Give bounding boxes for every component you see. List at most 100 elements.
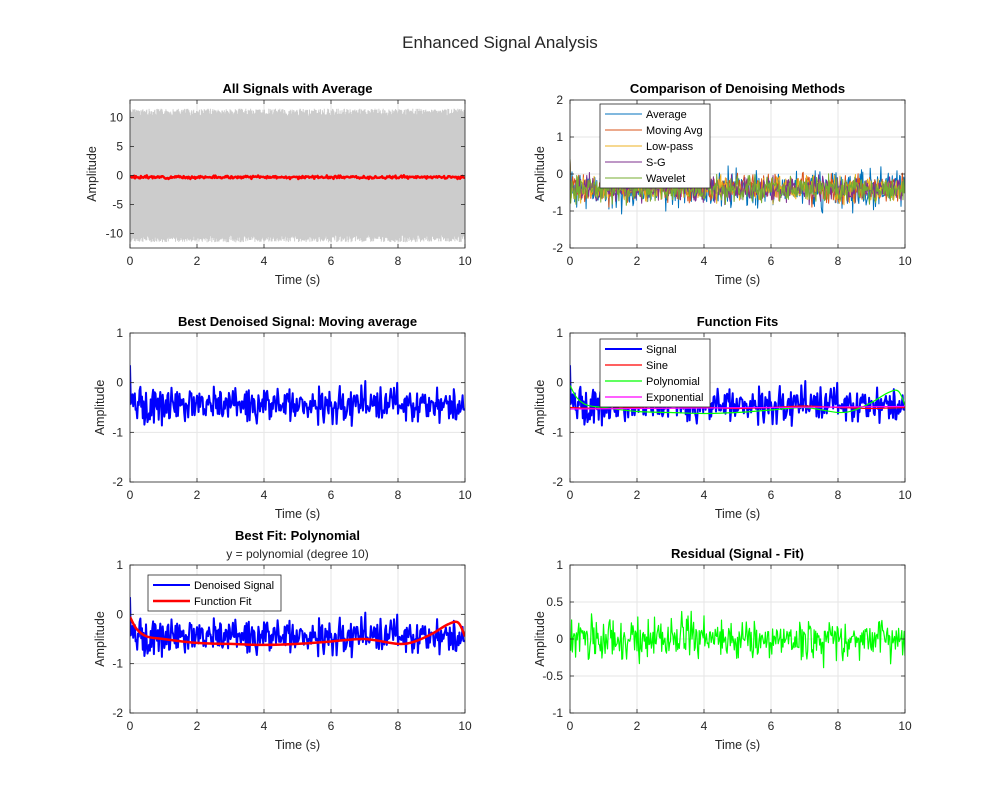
x-tick-label: 4 bbox=[261, 254, 268, 268]
x-axis-label: Time (s) bbox=[715, 273, 760, 287]
y-axis-label: Amplitude bbox=[533, 611, 547, 667]
y-tick-label: 0 bbox=[116, 376, 123, 390]
y-tick-label: -1 bbox=[112, 425, 123, 439]
legend-entry-label: Wavelet bbox=[646, 173, 685, 185]
x-tick-label: 10 bbox=[458, 719, 472, 733]
series-group bbox=[130, 365, 465, 427]
legend[interactable]: Average Moving Avg Low-pass S-G Wavelet bbox=[599, 103, 711, 189]
y-tick-label: -1 bbox=[112, 657, 123, 671]
y-tick-label: -2 bbox=[112, 475, 123, 489]
figure-title: Enhanced Signal Analysis bbox=[402, 33, 598, 52]
series-denoised-signal-line bbox=[130, 597, 465, 659]
x-tick-label: 6 bbox=[328, 719, 335, 733]
chart-title: Best Denoised Signal: Moving average bbox=[178, 314, 417, 329]
y-tick-label: 0 bbox=[556, 632, 563, 646]
x-tick-label: 10 bbox=[898, 488, 912, 502]
y-tick-label: 0 bbox=[116, 168, 123, 182]
chart-title: Comparison of Denoising Methods bbox=[630, 81, 845, 96]
chart-title: Best Fit: Polynomial bbox=[235, 528, 360, 543]
y-tick-label: 1 bbox=[116, 558, 123, 572]
chart-title: Residual (Signal - Fit) bbox=[671, 546, 804, 561]
y-tick-label: 1 bbox=[556, 130, 563, 144]
legend-box bbox=[147, 574, 282, 612]
y-tick-label: -10 bbox=[106, 226, 124, 240]
x-tick-label: 6 bbox=[328, 254, 335, 268]
series-series-0-line bbox=[130, 365, 465, 427]
x-tick-label: 6 bbox=[768, 254, 775, 268]
series-wavelet-line bbox=[570, 159, 905, 206]
x-axis-label: Time (s) bbox=[275, 507, 320, 521]
x-axis-label: Time (s) bbox=[715, 507, 760, 521]
chart-function-fits: 0 2 4 6 8 10 -2 -1 0 1 Time (s) Amplitude Function F… bbox=[533, 314, 912, 521]
series-group bbox=[130, 597, 465, 659]
legend-entry-label: Moving Avg bbox=[646, 125, 703, 137]
y-tick-label: 0 bbox=[556, 376, 563, 390]
x-tick-label: 2 bbox=[634, 719, 641, 733]
x-tick-label: 2 bbox=[194, 254, 201, 268]
chart-title: All Signals with Average bbox=[222, 81, 372, 96]
legend-entry-label: S-G bbox=[646, 157, 666, 169]
axes-box bbox=[129, 99, 466, 249]
legend-entry-label: Signal bbox=[646, 344, 677, 356]
y-tick-label: 0.5 bbox=[546, 595, 563, 609]
x-axis-label: Time (s) bbox=[715, 738, 760, 752]
x-tick-label: 8 bbox=[395, 254, 402, 268]
y-tick-label: 1 bbox=[556, 558, 563, 572]
y-tick-label: -1 bbox=[552, 425, 563, 439]
y-tick-label: 10 bbox=[110, 110, 124, 124]
x-tick-label: 0 bbox=[127, 254, 134, 268]
legend-box bbox=[599, 338, 711, 408]
chart-residual: 0 2 4 6 8 10 -1 -0.5 0 0.5 1 Time (s) Amplitude Resid… bbox=[533, 546, 912, 752]
series-polynomial-line bbox=[570, 384, 905, 415]
x-tick-label: 4 bbox=[701, 488, 708, 502]
series-series-1-line bbox=[130, 174, 465, 181]
x-tick-label: 10 bbox=[458, 254, 472, 268]
x-tick-label: 8 bbox=[835, 719, 842, 733]
y-axis-label: Amplitude bbox=[93, 611, 107, 667]
x-tick-label: 4 bbox=[701, 719, 708, 733]
y-tick-label: -0.5 bbox=[542, 669, 563, 683]
y-axis-label: Amplitude bbox=[533, 380, 547, 436]
y-axis-label: Amplitude bbox=[85, 146, 99, 202]
x-tick-label: 6 bbox=[328, 488, 335, 502]
series-group bbox=[570, 610, 905, 669]
legend-entry-label: Denoised Signal bbox=[194, 580, 274, 592]
x-tick-label: 10 bbox=[898, 719, 912, 733]
x-axis-label: Time (s) bbox=[275, 738, 320, 752]
series-exponential-line bbox=[570, 405, 905, 410]
x-tick-label: 2 bbox=[634, 254, 641, 268]
x-tick-label: 2 bbox=[194, 488, 201, 502]
legend-entry-label: Sine bbox=[646, 360, 668, 372]
series-sine-line bbox=[570, 405, 905, 410]
x-tick-label: 10 bbox=[898, 254, 912, 268]
x-axis-label: Time (s) bbox=[275, 273, 320, 287]
y-tick-label: -2 bbox=[552, 241, 563, 255]
x-tick-label: 8 bbox=[395, 488, 402, 502]
chart-subtitle: y = polynomial (degree 10) bbox=[226, 547, 368, 561]
series-group bbox=[130, 108, 465, 243]
axes-box bbox=[569, 332, 906, 483]
y-axis-label: Amplitude bbox=[93, 380, 107, 436]
y-tick-label: -1 bbox=[552, 204, 563, 218]
x-tick-label: 2 bbox=[634, 488, 641, 502]
y-tick-label: 0 bbox=[556, 167, 563, 181]
y-tick-label: -5 bbox=[112, 197, 123, 211]
y-tick-label: 5 bbox=[116, 139, 123, 153]
x-tick-label: 6 bbox=[768, 488, 775, 502]
x-tick-label: 10 bbox=[458, 488, 472, 502]
y-tick-label: -2 bbox=[112, 706, 123, 720]
x-tick-label: 2 bbox=[194, 719, 201, 733]
x-tick-label: 0 bbox=[127, 488, 134, 502]
legend[interactable]: Denoised Signal Function Fit bbox=[147, 574, 282, 612]
x-tick-label: 0 bbox=[567, 488, 574, 502]
legend[interactable]: Signal Sine Polynomial Exponential bbox=[599, 338, 711, 408]
x-tick-label: 6 bbox=[768, 719, 775, 733]
chart-best-fit: 0 2 4 6 8 10 -2 -1 0 1 Time (s) Amplitude Best Fit: … bbox=[93, 528, 472, 752]
x-tick-label: 4 bbox=[261, 719, 268, 733]
x-tick-label: 4 bbox=[701, 254, 708, 268]
x-tick-label: 4 bbox=[261, 488, 268, 502]
x-tick-label: 0 bbox=[567, 719, 574, 733]
legend-entry-label: Low-pass bbox=[646, 141, 694, 153]
legend-entry-label: Polynomial bbox=[646, 376, 700, 388]
